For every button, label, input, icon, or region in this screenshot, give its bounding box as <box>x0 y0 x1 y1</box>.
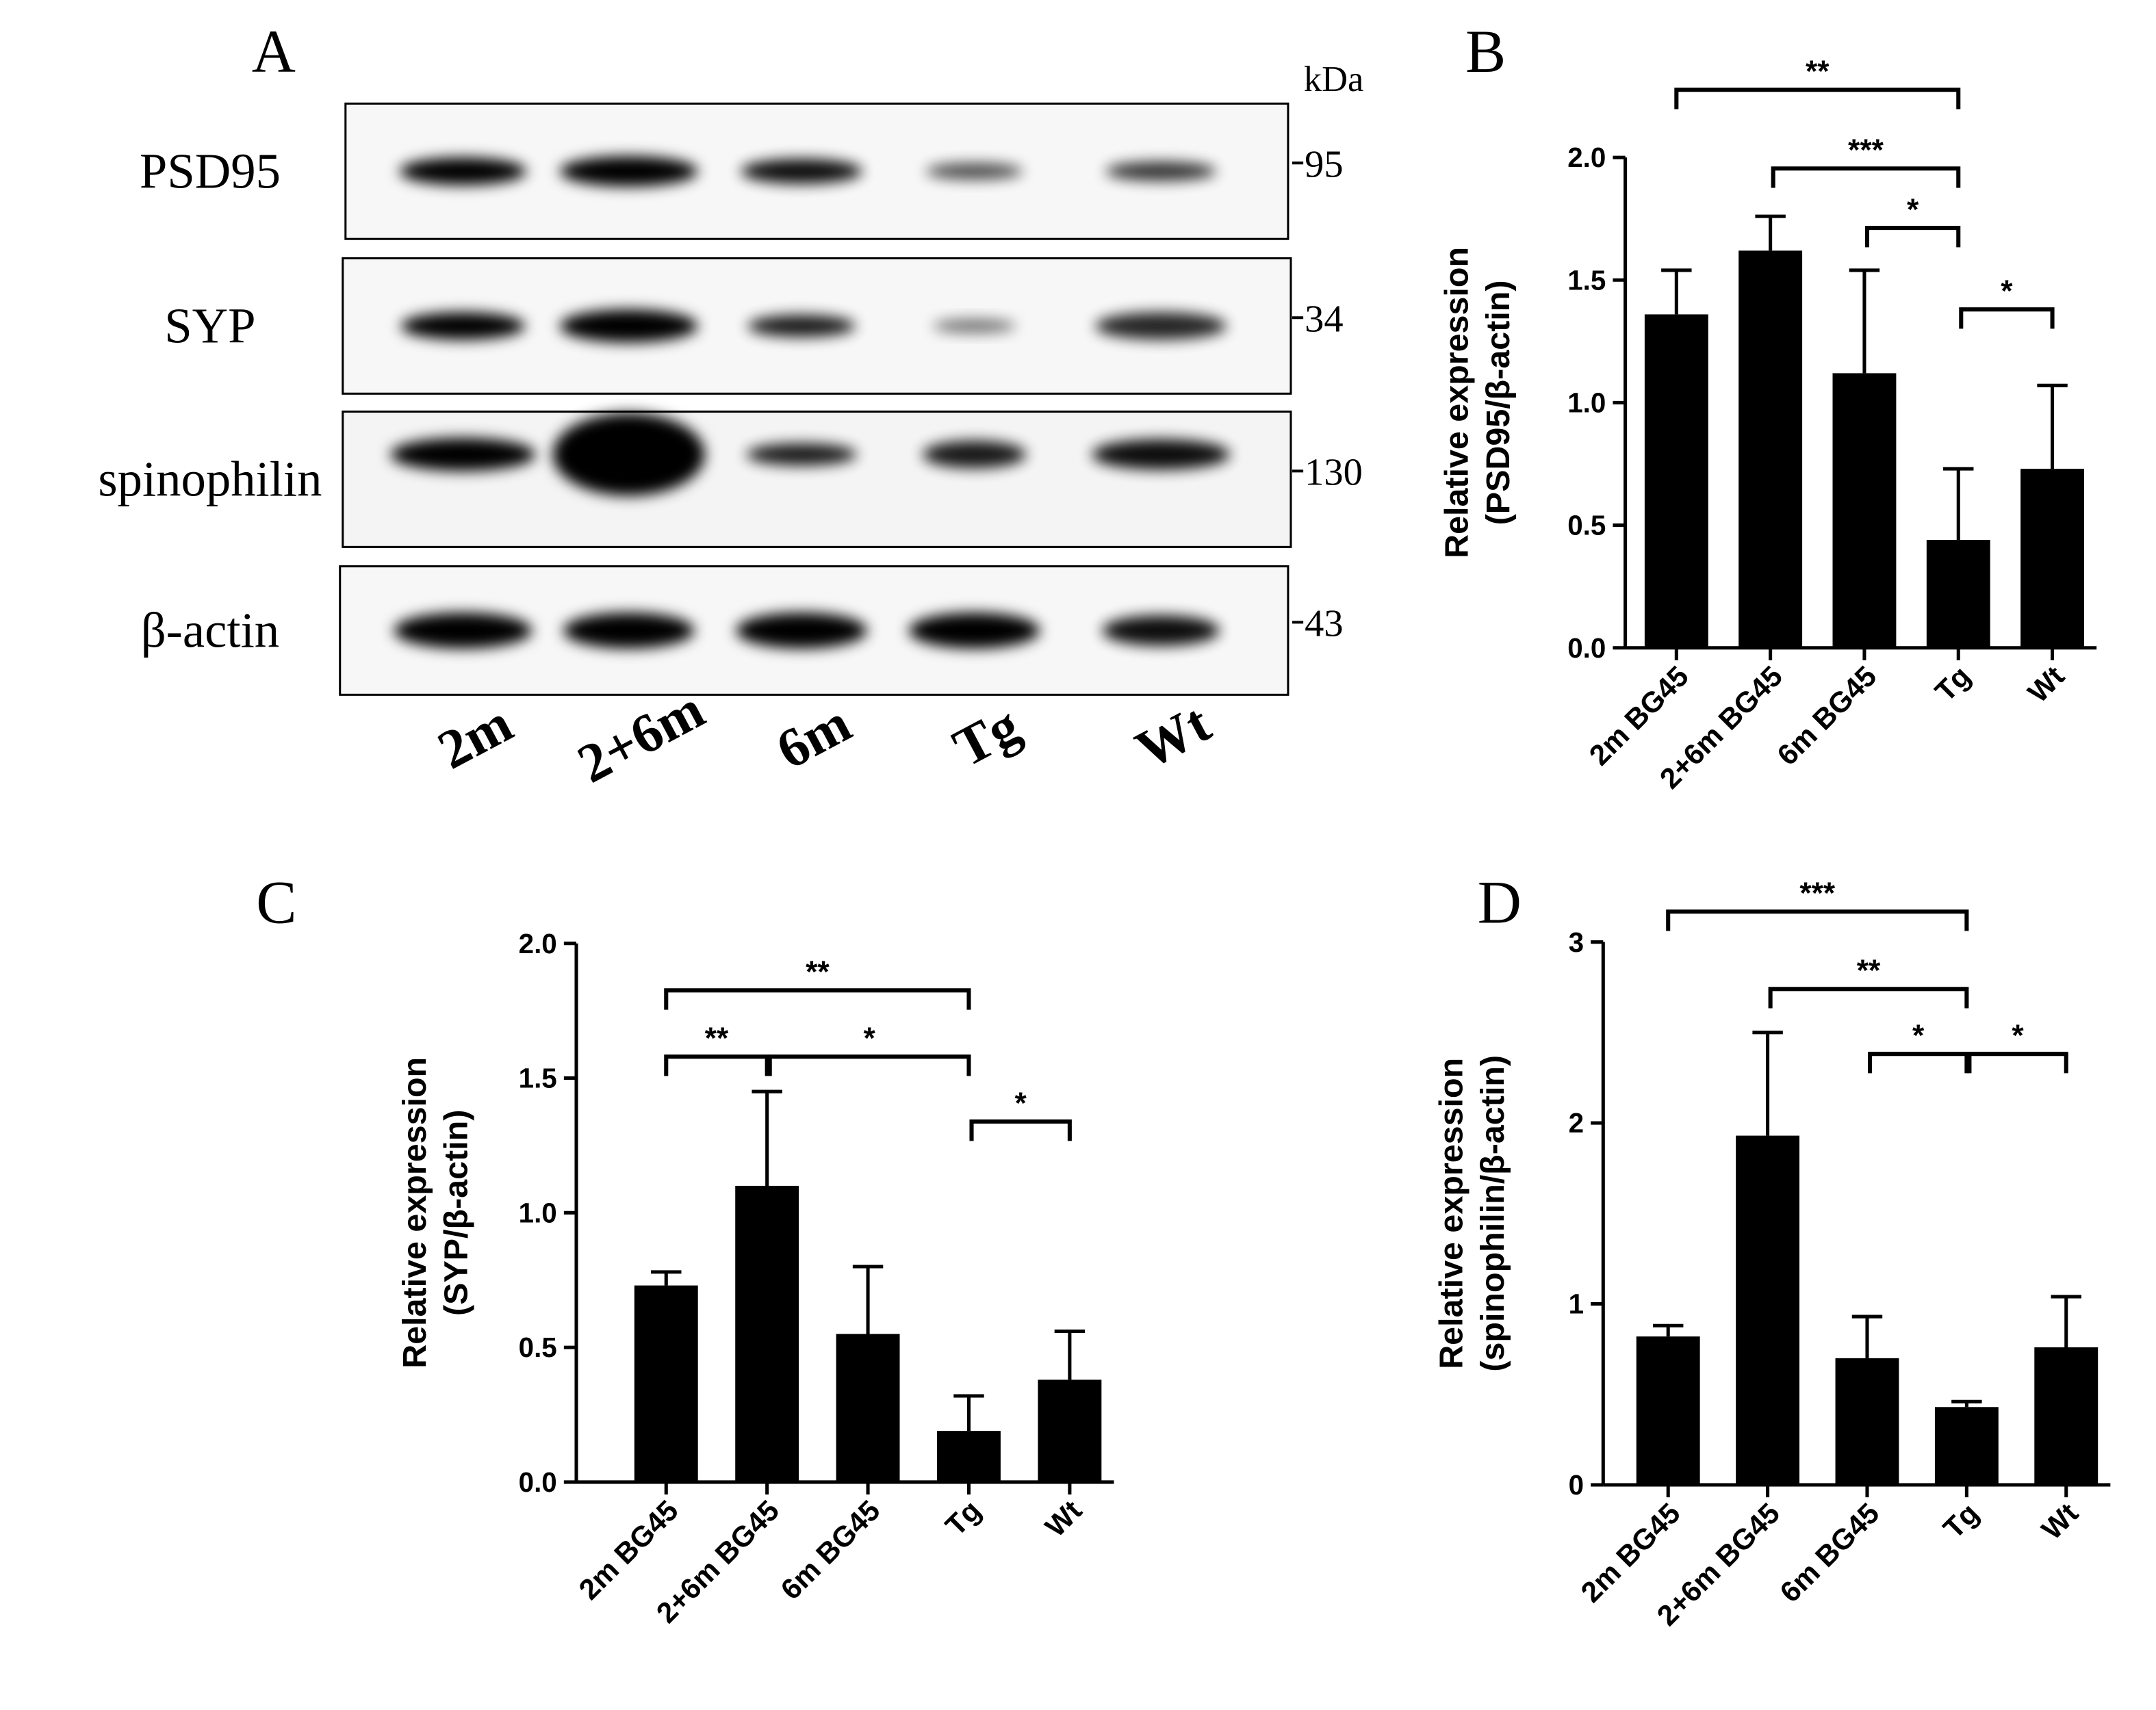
significance-bracket <box>767 1054 971 1076</box>
bar <box>1736 1135 1800 1485</box>
significance-bracket <box>969 1119 1072 1141</box>
bar <box>1926 540 1990 648</box>
blot-band <box>559 309 698 343</box>
blot-band <box>932 319 1016 333</box>
bar <box>836 1334 900 1482</box>
significance-bracket <box>1967 1052 2068 1074</box>
panel-label: D <box>1478 869 1522 936</box>
row-label: β-actin <box>141 603 279 658</box>
row-label: spinophilin <box>98 452 322 507</box>
significance-bracket <box>1867 1052 1969 1074</box>
y-axis-label: Relative expression <box>396 1057 433 1369</box>
y-axis-label: (SYP/β-actin) <box>437 1110 474 1316</box>
significance-bracket <box>1666 909 1969 931</box>
bar <box>1832 373 1897 648</box>
y-tick-label: 0 <box>1569 1469 1584 1501</box>
y-tick-label: 0.5 <box>1567 510 1606 541</box>
bar <box>2034 1347 2099 1485</box>
bar <box>1644 314 1708 648</box>
significance-label: * <box>2012 1019 2024 1052</box>
y-axis-label: (PSD95/β-actin) <box>1480 280 1517 525</box>
panel-label: B <box>1465 18 1506 86</box>
bar <box>937 1431 1001 1482</box>
significance-label: ** <box>1857 954 1881 987</box>
y-tick-label: 1.5 <box>519 1063 557 1094</box>
y-tick-label: 1.0 <box>1567 387 1606 419</box>
blot-band <box>908 612 1040 649</box>
y-axis-label: Relative expression <box>1438 247 1475 558</box>
blot-band <box>1092 439 1231 470</box>
significance-label: * <box>863 1022 875 1055</box>
bar <box>735 1185 799 1482</box>
significance-label: *** <box>1848 133 1884 167</box>
blot-band <box>741 159 862 184</box>
y-tick-label: 1.0 <box>519 1197 557 1228</box>
y-tick-label: 3 <box>1569 927 1584 958</box>
blot-band <box>559 156 698 187</box>
panel-label: A <box>252 18 296 86</box>
blot-band <box>1095 312 1227 340</box>
significance-label: *** <box>1799 877 1836 910</box>
blot-band <box>552 413 705 496</box>
significance-label: * <box>1912 1019 1925 1052</box>
y-tick-label: 2.0 <box>1567 142 1606 173</box>
significance-bracket <box>1959 307 2055 329</box>
significance-bracket <box>1771 166 1961 188</box>
significance-label: ** <box>806 955 830 989</box>
blot-band <box>736 612 868 649</box>
y-tick-label: 1.5 <box>1567 264 1606 296</box>
marker-label: 95 <box>1305 143 1344 185</box>
significance-bracket <box>664 1054 769 1076</box>
marker-label: 34 <box>1305 298 1344 340</box>
y-tick-label: 1 <box>1569 1288 1584 1320</box>
blot-frame <box>342 411 1292 548</box>
y-tick-label: 0.5 <box>519 1332 557 1363</box>
bar <box>1636 1336 1700 1485</box>
blot-band <box>746 443 857 466</box>
y-axis-label: (spinophilin/β-actin) <box>1474 1055 1511 1372</box>
y-axis-label: Relative expression <box>1433 1058 1470 1369</box>
y-tick-label: 2 <box>1569 1107 1584 1139</box>
blot-band <box>922 440 1027 469</box>
row-label: PSD95 <box>140 144 281 199</box>
bar <box>1038 1379 1102 1482</box>
significance-label: * <box>2001 274 2013 308</box>
bar <box>1738 250 1803 648</box>
blot-band <box>390 437 536 471</box>
y-tick-label: 0.0 <box>519 1466 557 1498</box>
bar <box>1934 1407 1999 1485</box>
blot-band <box>925 163 1023 180</box>
blot-band <box>1105 161 1216 181</box>
row-label: SYP <box>164 298 255 354</box>
significance-bracket <box>1864 226 1961 248</box>
significance-label: ** <box>1806 55 1830 88</box>
bar <box>634 1285 698 1482</box>
blot-band <box>400 312 526 340</box>
blot-band <box>394 612 532 649</box>
significance-bracket <box>1674 88 1961 109</box>
marker-label: 43 <box>1305 603 1344 645</box>
significance-bracket <box>1768 987 1969 1009</box>
blot-band <box>747 315 856 337</box>
significance-bracket <box>664 988 971 1010</box>
unit-label: kDa <box>1304 60 1363 99</box>
panel-label: C <box>256 869 296 936</box>
significance-label: * <box>1907 193 1919 226</box>
y-tick-label: 2.0 <box>519 928 557 959</box>
blot-band <box>399 157 527 185</box>
bar <box>2020 469 2084 648</box>
blot-band <box>1102 615 1220 646</box>
bar <box>1835 1358 1899 1485</box>
y-tick-label: 0.0 <box>1567 632 1606 664</box>
marker-label: 130 <box>1305 452 1363 494</box>
significance-label: * <box>1015 1087 1027 1120</box>
blot-band <box>563 612 695 649</box>
significance-label: ** <box>705 1022 729 1055</box>
